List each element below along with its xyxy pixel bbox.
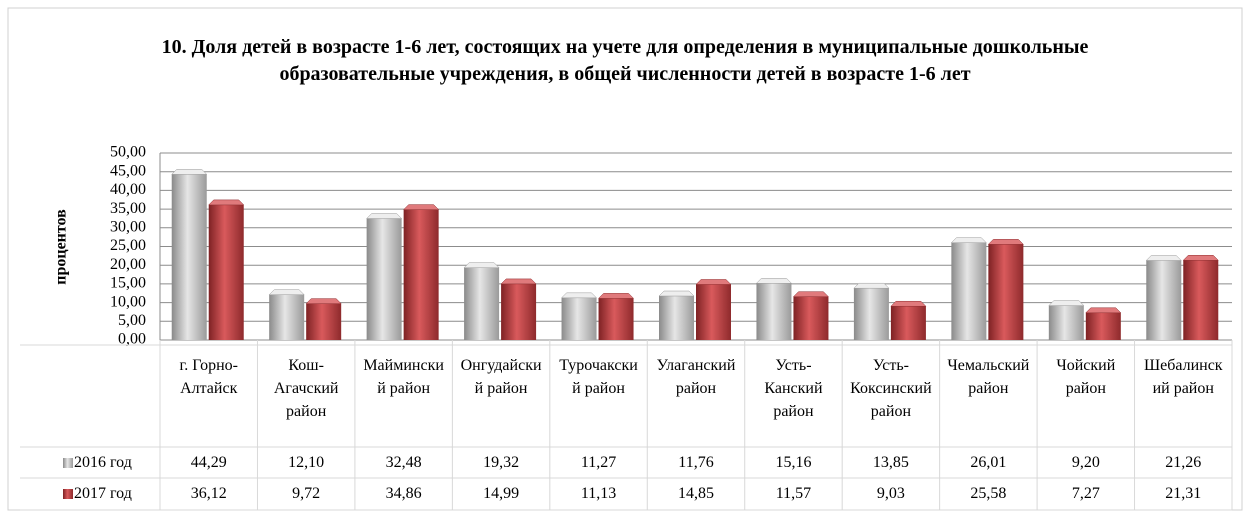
bar-top xyxy=(403,204,440,210)
x-tick-label: Турочакский район xyxy=(559,357,638,397)
bar xyxy=(1146,260,1182,340)
bar-top xyxy=(463,262,500,268)
bar xyxy=(366,218,402,340)
y-tick-label: 20,00 xyxy=(110,256,146,273)
bar xyxy=(464,267,500,340)
x-tick-label: Онгудайский район xyxy=(460,357,542,397)
x-tick-label: Чойский район xyxy=(1056,357,1116,397)
data-label: 32,48 xyxy=(385,454,422,471)
bar-top xyxy=(171,169,208,175)
data-label: 21,26 xyxy=(1165,454,1202,471)
bar xyxy=(306,303,342,340)
bar xyxy=(171,174,207,340)
data-label: 21,31 xyxy=(1165,485,1202,502)
legend-swatch xyxy=(63,489,73,499)
bar xyxy=(890,306,926,340)
bar-top xyxy=(890,300,927,307)
y-tick-label: 25,00 xyxy=(110,237,146,254)
bar xyxy=(951,242,987,340)
data-label: 12,10 xyxy=(288,454,325,471)
bar-top xyxy=(1085,307,1122,314)
y-tick-label: 35,00 xyxy=(110,200,146,217)
bar-top xyxy=(1145,255,1182,261)
data-label: 14,85 xyxy=(678,485,714,502)
bar-top xyxy=(658,290,695,297)
bar xyxy=(1048,305,1084,340)
data-label: 34,86 xyxy=(385,485,422,502)
bar-top xyxy=(792,291,830,297)
data-label: 44,29 xyxy=(190,454,227,471)
bar xyxy=(208,204,244,340)
data-label: 11,57 xyxy=(775,485,812,502)
y-tick-label: 5,00 xyxy=(118,312,146,329)
y-tick-label: 40,00 xyxy=(110,181,146,198)
bar xyxy=(598,298,634,340)
data-label: 14,99 xyxy=(483,485,520,502)
bar xyxy=(696,284,731,340)
legend-label: 2017 год xyxy=(74,485,132,502)
bar-top xyxy=(1182,255,1219,261)
bar xyxy=(403,209,439,340)
y-tick-label: 30,00 xyxy=(110,218,146,235)
y-tick-label: 50,00 xyxy=(110,144,146,161)
bar-top xyxy=(987,239,1024,245)
bar xyxy=(501,283,537,340)
data-label: 36,12 xyxy=(190,485,227,502)
data-label: 11,13 xyxy=(580,485,617,502)
bar xyxy=(269,294,305,340)
data-label: 9,03 xyxy=(876,485,905,502)
bar-top xyxy=(695,279,732,285)
y-tick-label: 15,00 xyxy=(110,275,146,292)
data-label: 9,20 xyxy=(1071,454,1100,471)
x-tick-label: Шебалинский район xyxy=(1143,357,1223,397)
x-tick-label: Майминский район xyxy=(363,357,444,397)
bar-top xyxy=(208,199,245,206)
bar-top xyxy=(268,289,305,295)
data-label: 25,58 xyxy=(970,485,1007,502)
bar-top xyxy=(305,298,342,304)
y-axis-label: процентов xyxy=(53,209,70,285)
bar-top xyxy=(853,282,890,289)
bar-top xyxy=(755,278,793,284)
data-label: 26,01 xyxy=(970,454,1007,471)
x-tick-label: Улаганский район xyxy=(656,357,736,397)
data-label: 9,72 xyxy=(292,485,321,502)
bar xyxy=(659,296,694,340)
data-label: 13,85 xyxy=(872,454,909,471)
y-tick-label: 0,00 xyxy=(118,331,146,348)
legend-swatch xyxy=(63,458,73,468)
bar-top xyxy=(560,292,598,299)
bar xyxy=(793,296,829,340)
data-label: 11,76 xyxy=(678,454,714,471)
data-label: 7,27 xyxy=(1071,485,1100,502)
data-label: 19,32 xyxy=(483,454,520,471)
x-tick-label: г. Горно-Алтайск xyxy=(179,357,238,397)
y-tick-label: 10,00 xyxy=(110,293,146,310)
bar-top xyxy=(1048,300,1085,306)
bar-top xyxy=(950,237,987,243)
x-tick-label: Кош-Агачский район xyxy=(273,357,339,420)
bar-top xyxy=(366,213,403,219)
x-tick-label: Чемальский район xyxy=(947,357,1030,397)
chart-title: 10. Доля детей в возрасте 1-6 лет, состо… xyxy=(161,36,1089,85)
bar-top xyxy=(597,293,635,299)
x-tick-label: Усть-Канский район xyxy=(764,357,823,420)
data-label: 15,16 xyxy=(775,454,812,471)
y-tick-label: 45,00 xyxy=(110,162,146,179)
bar xyxy=(988,244,1024,340)
bar xyxy=(853,288,889,340)
bar xyxy=(1085,312,1121,340)
data-label: 11,27 xyxy=(580,454,617,471)
bar-top xyxy=(500,278,537,285)
bar xyxy=(1183,260,1219,340)
bar xyxy=(756,283,792,340)
x-tick-label: Усть-Коксинский район xyxy=(850,357,932,420)
legend-label: 2016 год xyxy=(74,454,132,471)
bar xyxy=(561,297,597,340)
